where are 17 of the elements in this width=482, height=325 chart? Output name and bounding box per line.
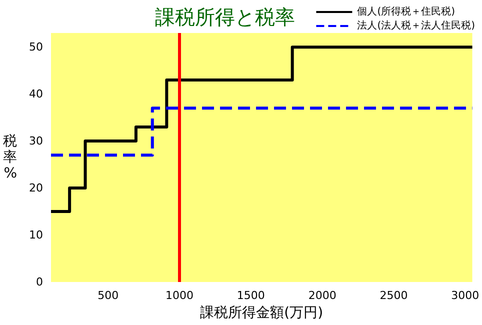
x-tick-label: 2500 — [380, 289, 408, 302]
y-axis-title: 税率% — [3, 134, 17, 182]
legend-label: 個人(所得税＋住民税) — [357, 6, 456, 18]
x-tick-label: 3000 — [451, 289, 480, 302]
y-tick-label: 30 — [29, 134, 43, 148]
y-tick-label: 0 — [36, 276, 43, 288]
y-tick-label: 20 — [29, 182, 43, 195]
y-tick-label: 40 — [29, 88, 43, 101]
chart-title: 課税所得と税率 — [155, 5, 295, 29]
x-tick-label: 1000 — [166, 289, 194, 302]
y-tick-label: 10 — [29, 228, 43, 242]
y-tick-label: 50 — [29, 40, 43, 54]
x-tick-label: 1500 — [236, 289, 265, 302]
x-axis-title: 課税所得金額(万円) — [200, 305, 324, 321]
x-tick-label: 500 — [98, 289, 119, 302]
x-tick-label: 2000 — [308, 289, 336, 302]
legend-label: 法人(法人税＋法人住民税) — [357, 20, 476, 32]
